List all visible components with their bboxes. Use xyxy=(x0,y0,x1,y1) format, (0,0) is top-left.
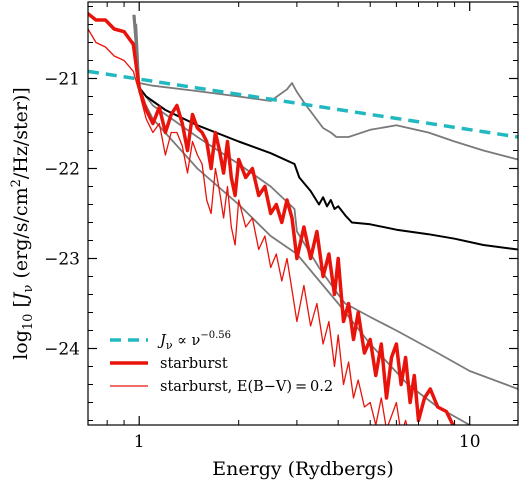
y-tick-label: −22 xyxy=(44,160,80,180)
legend-label-1: starburst xyxy=(160,356,228,372)
x-axis-label: Energy (Rydbergs) xyxy=(212,458,393,480)
plot-area xyxy=(88,2,518,425)
legend-label-0: Jν ∝ ν−0.56 xyxy=(157,330,231,352)
plot-frame xyxy=(87,1,519,426)
y-axis-label: log10 [Jν (erg/s/cm2/Hz/ster)] xyxy=(9,87,36,360)
series-line-4 xyxy=(135,23,518,161)
series-line-0 xyxy=(88,69,518,139)
y-tick-label: −23 xyxy=(44,250,80,270)
legend: Jν ∝ ν−0.56 starburst starburst, E(B−V) = … xyxy=(110,330,333,395)
y-tick-label: −21 xyxy=(44,70,80,90)
series-layer xyxy=(88,11,518,425)
x-tick-label: 1 xyxy=(134,432,145,452)
x-tick-label: 10 xyxy=(459,432,481,452)
ticks-layer: 1 10 −21 −22 −23 −24 xyxy=(44,2,518,452)
legend-label-2: starburst, E(B−V) = 0.2 xyxy=(160,379,333,395)
y-tick-label: −24 xyxy=(44,340,80,360)
series-line-1 xyxy=(88,11,455,425)
series-line-2 xyxy=(88,28,408,425)
